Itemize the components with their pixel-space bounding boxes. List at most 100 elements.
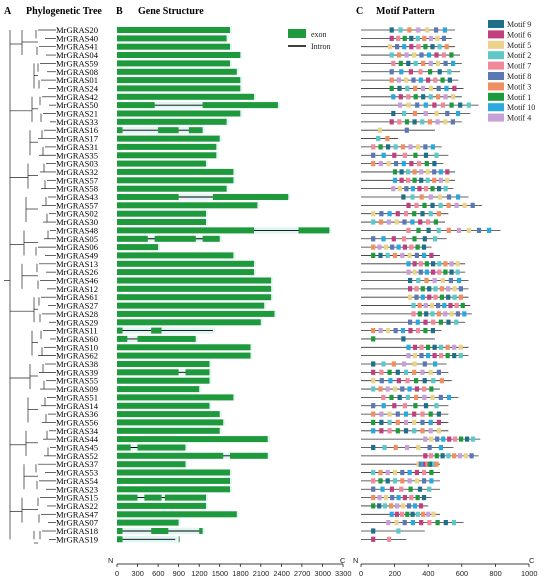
motif-box xyxy=(387,536,392,542)
motif-box xyxy=(386,144,391,150)
motif-box xyxy=(371,152,376,158)
motif-box xyxy=(466,227,471,233)
motif-box xyxy=(417,161,422,167)
motif-box xyxy=(432,344,437,350)
motif-box xyxy=(407,386,412,392)
motif-box xyxy=(425,461,430,467)
motif-legend-label: Motif 3 xyxy=(507,82,531,91)
motif-box xyxy=(436,311,441,317)
motif-box xyxy=(391,361,396,367)
motif-box xyxy=(418,461,423,467)
motif-box xyxy=(379,211,384,217)
motif-box xyxy=(418,261,423,267)
motif-box xyxy=(434,461,439,467)
motif-box xyxy=(428,369,433,375)
exon-box xyxy=(117,411,220,418)
motif-box xyxy=(412,361,417,367)
gene-label: MrGRAS48 xyxy=(56,225,98,235)
motif-box xyxy=(371,478,376,484)
motif-box xyxy=(447,69,452,75)
motif-box xyxy=(396,77,401,83)
motif-axis-tick-label: 0 xyxy=(359,569,363,578)
motif-box xyxy=(406,102,411,108)
motif-box xyxy=(428,69,433,75)
motif-box xyxy=(394,219,399,225)
motif-box xyxy=(445,169,450,175)
motif-box xyxy=(438,202,443,208)
motif-box xyxy=(395,428,400,434)
exon-box xyxy=(158,127,179,134)
motif-box xyxy=(432,353,437,359)
motif-box xyxy=(390,495,395,501)
motif-box xyxy=(416,277,421,284)
motif-box xyxy=(413,85,418,91)
motif-box xyxy=(423,44,428,50)
motif-legend-label: Motif 8 xyxy=(507,72,531,81)
motif-box xyxy=(408,286,413,292)
motif-box xyxy=(385,386,390,392)
motif-box xyxy=(376,136,381,142)
motif-box xyxy=(415,328,421,334)
gene-label: MrGRAS37 xyxy=(56,459,99,469)
motif-box xyxy=(396,244,401,250)
motif-box xyxy=(441,35,446,41)
motif-box xyxy=(389,503,394,509)
gene-label: MrGRAS62 xyxy=(56,351,98,361)
motif-box xyxy=(410,194,415,200)
motif-box xyxy=(429,478,434,484)
motif-legend-swatch xyxy=(488,61,504,70)
motif-box xyxy=(437,269,442,275)
motif-box xyxy=(434,27,439,33)
motif-box xyxy=(389,394,394,400)
exon-box xyxy=(117,194,179,200)
motif-box xyxy=(397,119,402,125)
motif-box xyxy=(424,261,429,267)
motif-box xyxy=(452,85,457,91)
exon-box xyxy=(151,327,162,334)
motif-box xyxy=(418,69,423,75)
motif-box xyxy=(377,127,382,133)
gene-label: MrGRAS61 xyxy=(56,292,98,302)
motif-box xyxy=(378,252,383,258)
motif-box xyxy=(442,27,447,33)
motif-box xyxy=(420,411,425,417)
motif-box xyxy=(414,294,419,300)
motif-box xyxy=(392,169,398,175)
motif-box xyxy=(378,328,383,334)
motif-box xyxy=(435,436,440,442)
exon-box xyxy=(188,127,203,134)
motif-box xyxy=(442,302,447,309)
motif-box xyxy=(383,503,388,509)
motif-box xyxy=(410,511,415,517)
motif-box xyxy=(385,469,390,476)
gene-axis-start-label: N xyxy=(108,556,113,565)
motif-legend-swatch xyxy=(488,40,504,49)
gene-label: MrGRAS05 xyxy=(56,234,98,244)
motif-box xyxy=(405,394,410,400)
motif-box xyxy=(445,344,450,350)
motif-axis-tick-label: 800 xyxy=(489,569,501,578)
motif-box xyxy=(371,386,376,392)
motif-box xyxy=(423,110,428,117)
motif-box xyxy=(434,152,439,158)
motif-box xyxy=(408,328,413,334)
motif-axis: N C 0 200 400 600 800 1000 xyxy=(353,556,537,578)
gene-label: MrGRAS03 xyxy=(56,159,98,169)
exon-box xyxy=(137,335,196,342)
exon-box xyxy=(117,127,123,134)
motif-box xyxy=(458,286,463,292)
motif-box xyxy=(420,85,426,91)
motif-box xyxy=(404,127,409,133)
motif-box xyxy=(415,35,420,41)
motif-box xyxy=(397,394,402,400)
motif-box xyxy=(387,411,392,417)
motif-box xyxy=(389,52,394,58)
motif-box xyxy=(423,453,428,459)
motif-box xyxy=(420,119,425,125)
motif-box xyxy=(449,261,454,267)
motif-box xyxy=(422,361,427,367)
motif-box xyxy=(402,361,407,367)
motif-box xyxy=(466,102,471,108)
motif-box xyxy=(427,461,432,467)
motif-box xyxy=(437,261,442,267)
